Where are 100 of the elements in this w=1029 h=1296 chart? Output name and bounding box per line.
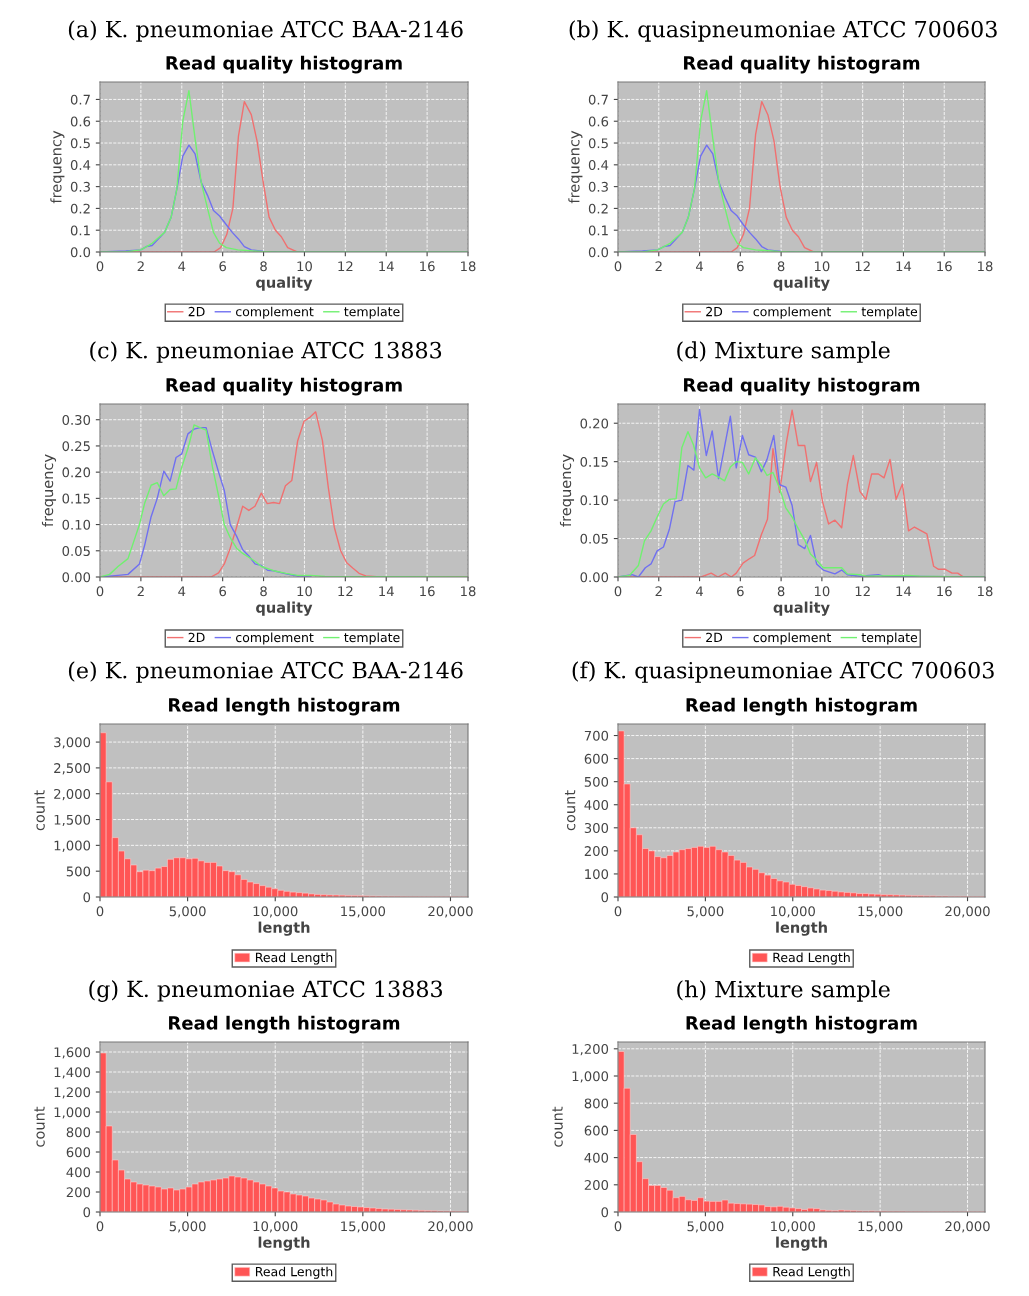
y-tick-label: 0.7 [70, 94, 90, 105]
chart-title: (d) Mixture sample [677, 341, 890, 363]
y-axis-title: frequency [41, 454, 57, 527]
x-tick-label: 0 [614, 906, 622, 917]
y-tick-label: 800 [66, 1127, 91, 1138]
x-tick-label: 14 [379, 586, 394, 597]
x-tick-label: 20,000 [945, 906, 990, 918]
y-tick-label: 0.2 [588, 203, 608, 214]
y-tick-label: 200 [584, 1180, 609, 1190]
legend-label: Read Length [255, 952, 333, 965]
x-tick-label: 14 [379, 261, 394, 272]
x-tick-label: 16 [420, 586, 435, 597]
y-tick-label: 500 [66, 866, 91, 877]
y-tick-label: 0.15 [580, 456, 608, 467]
y-tick-label: 500 [584, 776, 609, 787]
x-tick-label: 2 [137, 586, 144, 597]
legend-label: Read Length [255, 1266, 333, 1279]
y-tick-label: 0.00 [580, 572, 609, 583]
y-tick-label: 0.5 [70, 138, 90, 149]
x-tick-label: 0 [614, 261, 622, 272]
chart-subtitle: Read quality histogram [684, 55, 920, 74]
x-tick-label: 20,000 [428, 906, 473, 918]
y-tick-label: 0 [601, 1207, 609, 1218]
y-tick-label: 1,400 [54, 1067, 91, 1079]
x-axis-title: length [258, 921, 310, 936]
x-tick-label: 0 [96, 586, 104, 597]
y-tick-label: 100 [585, 869, 609, 880]
x-tick-label: 16 [937, 586, 952, 597]
x-tick-label: 0 [614, 586, 622, 597]
x-tick-label: 15,000 [858, 1221, 903, 1233]
x-tick-label: 2 [137, 261, 144, 272]
chart-title: (b) K. quasipneumoniae ATCC 700603 [569, 20, 997, 42]
y-tick-label: 600 [584, 753, 609, 764]
x-tick-label: 18 [461, 586, 476, 597]
legend-label: 2D [706, 306, 723, 317]
chart-subtitle: Read quality histogram [166, 55, 402, 74]
x-tick-label: 14 [896, 586, 912, 597]
x-tick-label: 10,000 [771, 906, 815, 918]
y-tick-label: 1,000 [54, 1107, 91, 1119]
y-axis-title: frequency [568, 130, 583, 204]
y-tick-label: 600 [584, 1125, 609, 1136]
y-axis-title: count [552, 1106, 563, 1147]
x-tick-label: 6 [737, 586, 744, 597]
y-tick-label: 0.4 [70, 160, 91, 171]
y-tick-label: 200 [66, 1187, 91, 1198]
x-tick-label: 18 [978, 586, 993, 597]
chart-title: (f) K. quasipneumoniae ATCC 700603 [572, 661, 994, 683]
x-tick-label: 15,000 [858, 906, 903, 918]
x-tick-label: 18 [978, 261, 993, 272]
y-tick-label: 0.05 [62, 546, 90, 556]
chart-title: (c) K. pneumoniae ATCC 13883 [90, 341, 442, 363]
x-tick-label: 10 [297, 261, 312, 272]
legend-label: template [344, 632, 400, 645]
legend-label: 2D [188, 306, 205, 317]
chart-subtitle: Read length histogram [686, 697, 917, 716]
x-tick-label: 5,000 [687, 906, 724, 918]
x-tick-label: 8 [777, 586, 785, 597]
x-tick-label: 0 [96, 906, 104, 917]
y-tick-label: 0.10 [62, 519, 91, 530]
x-tick-label: 8 [260, 261, 267, 272]
y-tick-label: 0.7 [588, 94, 608, 105]
x-axis-title: quality [256, 276, 313, 291]
chart-subtitle: Read length histogram [169, 1015, 400, 1034]
legend-label: complement [753, 306, 832, 319]
y-tick-label: 0.25 [62, 441, 90, 452]
x-tick-label: 12 [855, 586, 870, 597]
x-axis-title: quality [773, 276, 830, 291]
x-tick-label: 5,000 [169, 1221, 206, 1233]
x-tick-label: 6 [737, 261, 744, 272]
y-tick-label: 0.1 [70, 225, 90, 236]
legend-label: template [344, 306, 400, 319]
x-tick-label: 10,000 [253, 906, 298, 918]
y-tick-label: 1,500 [54, 814, 91, 827]
y-tick-label: 0.0 [70, 247, 91, 258]
chart-title: (e) K. pneumoniae ATCC BAA-2146 [68, 661, 463, 683]
x-tick-label: 10,000 [253, 1221, 298, 1233]
legend-label: Read Length [773, 1266, 850, 1279]
chart-subtitle: Read length histogram [169, 697, 400, 716]
chart-subtitle: Read quality histogram [166, 377, 402, 396]
y-tick-label: 0.3 [70, 181, 90, 192]
x-tick-label: 8 [260, 586, 267, 597]
y-tick-label: 0.10 [580, 495, 609, 506]
y-tick-label: 0.6 [588, 116, 609, 127]
y-tick-label: 0.4 [588, 160, 609, 171]
y-tick-label: 700 [584, 730, 609, 741]
y-tick-label: 400 [66, 1167, 91, 1178]
x-tick-label: 5,000 [687, 1221, 724, 1233]
x-tick-label: 14 [896, 261, 912, 272]
y-tick-label: 0.3 [588, 181, 608, 192]
x-tick-label: 2 [655, 586, 662, 597]
x-tick-label: 4 [696, 586, 704, 597]
y-tick-label: 200 [584, 846, 609, 857]
y-tick-label: 400 [584, 799, 609, 810]
y-tick-label: 0.2 [70, 203, 90, 214]
x-tick-label: 18 [461, 261, 476, 272]
legend-label: template [861, 632, 918, 645]
chart-title: (h) Mixture sample [677, 980, 890, 1002]
x-tick-label: 20,000 [945, 1221, 990, 1233]
y-tick-label: 300 [584, 823, 609, 833]
x-axis-title: length [776, 921, 827, 936]
